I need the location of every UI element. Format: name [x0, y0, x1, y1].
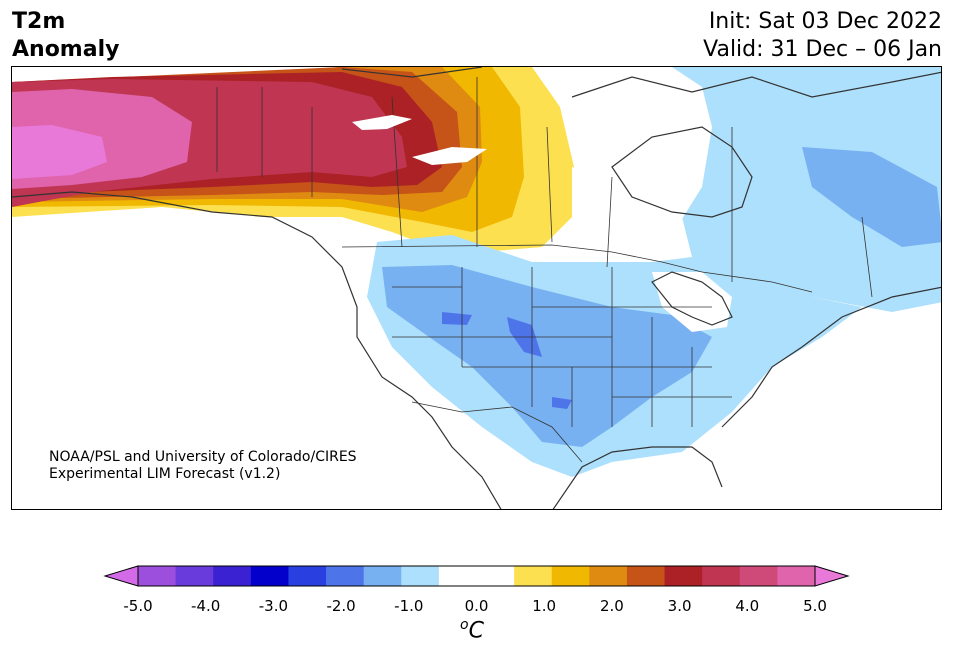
gulf-coastline	[552, 446, 723, 509]
colorbar-cell	[589, 566, 628, 586]
colorbar-cell	[438, 566, 477, 586]
hudson-bay-coastline	[611, 126, 753, 218]
colorbar-cell	[551, 566, 590, 586]
province-lines	[261, 77, 873, 298]
colorbar-cell	[777, 566, 816, 586]
colorbar-tick-label: -2.0	[326, 597, 356, 615]
colorbar-tick-label: -5.0	[123, 597, 153, 615]
borders	[216, 77, 873, 463]
arctic-coastline	[341, 67, 941, 98]
colorbar-cell	[664, 566, 703, 586]
anomaly-map	[11, 66, 942, 510]
valid-date: Valid: 31 Dec – 06 Jan	[703, 37, 942, 62]
forecast-dates: Init: Sat 03 Dec 2022 Valid: 31 Dec – 06…	[703, 8, 942, 64]
colorbar-cell	[514, 566, 553, 586]
title-line-1: T2m	[12, 9, 66, 34]
colorbar-cells	[138, 566, 816, 586]
colorbar-left-arrow	[103, 565, 139, 587]
unit-label: oC	[460, 617, 484, 643]
atlantic-coastline	[721, 286, 941, 428]
colorbar-cell	[401, 566, 440, 586]
great-bear-lake	[352, 115, 412, 130]
colorbar-tick-label: -1.0	[394, 597, 424, 615]
title-line-2: Anomaly	[12, 37, 120, 62]
warm-magenta-core	[12, 125, 107, 179]
cool-blue-us	[382, 265, 712, 447]
map-title: T2m Anomaly	[12, 8, 119, 64]
colorbar-right-arrow	[814, 565, 850, 587]
credit-line-1: NOAA/PSL and University of Colorado/CIRE…	[49, 449, 357, 465]
colorbar-tick-label: -3.0	[258, 597, 289, 615]
great-lakes-outline	[651, 271, 733, 326]
colorbar-tick-label: 0.0	[464, 597, 489, 615]
canada-us-border	[341, 244, 813, 293]
colorbar-outline	[137, 565, 816, 587]
neutral-white-greatlakes	[652, 272, 732, 332]
cool-medblue-us	[442, 312, 572, 409]
colorbar-cell	[739, 566, 778, 586]
pacific-coastline	[12, 191, 502, 509]
colorbar-tick-label: 4.0	[735, 597, 760, 615]
colorbar-tick-label: 3.0	[667, 597, 692, 615]
credit-text: NOAA/PSL and University of Colorado/CIRE…	[49, 449, 357, 483]
colorbar-cell	[702, 566, 741, 586]
colorbar-cell	[175, 566, 214, 586]
colorbar-cell	[213, 566, 252, 586]
mexico-us-border	[411, 401, 583, 463]
cool-blue-east-canada	[802, 147, 941, 247]
colorbar	[103, 565, 850, 587]
colorbar-tick-label: 1.0	[532, 597, 557, 615]
cool-lightblue-east-canada	[672, 67, 941, 312]
colorbar-cell	[250, 566, 289, 586]
colorbar-cell	[138, 566, 177, 586]
credit-line-2: Experimental LIM Forecast (v1.2)	[49, 466, 281, 482]
colorbar-cell	[626, 566, 666, 586]
neutral-white-plains	[572, 167, 692, 262]
great-slave-lake	[412, 147, 487, 165]
coastlines	[12, 67, 941, 509]
colorbar-cell	[288, 566, 327, 586]
colorbar-cell	[476, 566, 515, 586]
map-svg	[12, 67, 941, 509]
colorbar-cell	[363, 566, 402, 586]
colorbar-tick-label: 5.0	[803, 597, 827, 615]
unit-prefix: o	[460, 617, 469, 633]
colorbar-tick-label: 2.0	[599, 597, 624, 615]
init-date: Init: Sat 03 Dec 2022	[708, 9, 942, 34]
colorbar-tick-label: -4.0	[191, 597, 221, 615]
state-lines	[392, 267, 732, 427]
unit-text: C	[468, 618, 484, 644]
colorbar-cell	[326, 566, 365, 586]
